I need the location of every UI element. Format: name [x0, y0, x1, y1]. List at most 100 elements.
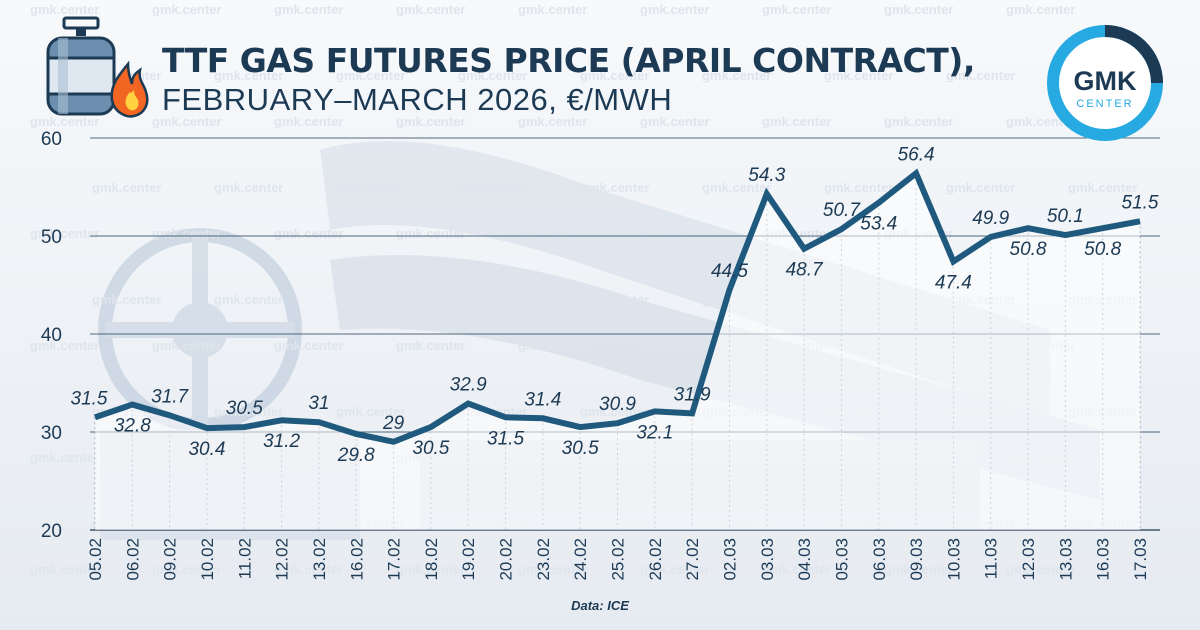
watermark-text: gmk.center	[640, 338, 710, 353]
data-label: 29.8	[337, 445, 375, 466]
watermark-text: gmk.center	[152, 226, 222, 241]
data-label: 48.7	[786, 260, 824, 281]
x-tick-label: 20.02	[497, 538, 516, 581]
x-tick-label: 03.03	[758, 538, 777, 581]
data-label: 30.5	[562, 438, 599, 459]
x-tick-label: 13.03	[1056, 538, 1075, 581]
watermark-text: gmk.center	[152, 562, 222, 577]
watermark-text: gmk.center	[274, 2, 344, 17]
x-tick-label: 06.03	[870, 538, 889, 581]
data-label: 30.5	[412, 438, 449, 459]
data-label: 31.5	[71, 388, 108, 409]
title-line2: FEBRUARY–MARCH 2026, €/MWH	[162, 82, 673, 117]
x-tick-label: 19.02	[459, 538, 478, 581]
data-label: 49.9	[972, 208, 1009, 229]
data-label: 51.5	[1122, 192, 1159, 213]
logo-text-sub: CENTER	[1076, 98, 1133, 110]
watermark-text: gmk.center	[336, 180, 406, 195]
data-label: 50.7	[823, 200, 861, 221]
data-label: 54.3	[748, 165, 785, 186]
watermark-text: gmk.center	[396, 2, 466, 17]
watermark-text: gmk.center	[30, 2, 100, 17]
series-area	[95, 173, 1140, 530]
watermark-text: gmk.center	[884, 562, 954, 577]
watermark-text: gmk.center	[518, 226, 588, 241]
y-tick-label: 60	[41, 129, 62, 150]
watermark-text: gmk.center	[1006, 114, 1076, 129]
watermark-text: gmk.center	[336, 404, 406, 419]
watermark-text: gmk.center	[824, 68, 894, 83]
watermark-text: gmk.center	[946, 180, 1016, 195]
x-tick-label: 02.03	[720, 538, 739, 581]
watermark-text: gmk.center	[884, 114, 954, 129]
watermark-text: gmk.center	[152, 2, 222, 17]
data-label: 31	[308, 393, 329, 414]
watermark-text: gmk.center	[214, 404, 284, 419]
watermark-text: gmk.center	[336, 292, 406, 307]
watermark-text: gmk.center	[518, 2, 588, 17]
x-tick-label: 06.02	[123, 538, 142, 581]
x-tick-label: 05.03	[832, 538, 851, 581]
data-label: 30.5	[226, 398, 263, 419]
watermark-text: gmk.center	[396, 338, 466, 353]
watermark-text: gmk.center	[152, 114, 222, 129]
watermark-text: gmk.center	[518, 562, 588, 577]
watermark-text: gmk.center	[274, 226, 344, 241]
data-label: 30.4	[188, 439, 225, 460]
watermark-text: gmk.center	[946, 68, 1016, 83]
watermark-text: gmk.center	[1006, 562, 1076, 577]
x-tick-label: 11.02	[235, 538, 254, 579]
x-tick-label: 09.03	[907, 538, 926, 581]
watermark-text: gmk.center	[640, 226, 710, 241]
x-tick-label: 05.02	[86, 538, 105, 581]
watermark-text: gmk.center	[762, 562, 832, 577]
gmk-center-logo: GMK CENTER	[1047, 25, 1163, 141]
watermark-text: gmk.center	[640, 562, 710, 577]
watermark-text: gmk.center	[214, 292, 284, 307]
chart-title: TTF GAS FUTURES PRICE (APRIL CONTRACT), …	[162, 42, 975, 120]
data-label: 31.4	[524, 389, 561, 410]
data-label: 56.4	[898, 144, 935, 165]
y-tick-label: 20	[41, 521, 62, 542]
watermark-text: gmk.center	[640, 2, 710, 17]
watermark-text: gmk.center	[1068, 180, 1138, 195]
watermark-text: gmk.center	[702, 180, 772, 195]
watermark-text: gmk.center	[458, 68, 528, 83]
watermark-text: gmk.center	[762, 2, 832, 17]
x-tick-label: 09.02	[161, 538, 180, 581]
x-tick-label: 23.02	[534, 538, 553, 581]
data-label: 31.7	[151, 386, 189, 407]
flame-icon	[110, 60, 149, 118]
x-tick-label: 17.02	[385, 538, 404, 581]
x-tick-label: 26.02	[646, 538, 665, 581]
x-tick-label: 12.02	[273, 538, 292, 581]
x-tick-label: 16.02	[347, 538, 366, 581]
data-label: 44.5	[711, 261, 748, 282]
x-tick-label: 11.03	[982, 538, 1001, 579]
y-tick-label: 50	[41, 227, 62, 248]
data-label: 53.4	[860, 214, 897, 235]
data-label: 50.8	[1010, 239, 1047, 260]
watermark-text: gmk.center	[30, 338, 100, 353]
data-label: 47.4	[935, 272, 972, 293]
data-source: Data: ICE	[571, 598, 629, 613]
watermark-text: gmk.center	[580, 404, 650, 419]
series-line	[94, 168, 1141, 445]
watermark-text: gmk.center	[274, 338, 344, 353]
watermark-text: gmk.center	[30, 562, 100, 577]
watermark-text: gmk.center	[824, 180, 894, 195]
data-label: 32.1	[636, 422, 673, 443]
watermark-text: gmk.center	[640, 114, 710, 129]
title-line1: TTF GAS FUTURES PRICE (APRIL CONTRACT),	[162, 41, 975, 80]
watermark-text: gmk.center	[152, 338, 222, 353]
watermark-text: gmk.center	[30, 226, 100, 241]
watermark-text: gmk.center	[458, 180, 528, 195]
watermark-text: gmk.center	[702, 68, 772, 83]
x-tick-label: 04.03	[795, 538, 814, 581]
data-label: 50.8	[1084, 239, 1121, 260]
watermark-text: gmk.center	[884, 2, 954, 17]
watermark-text: gmk.center	[214, 180, 284, 195]
watermark-text: gmk.center	[396, 562, 466, 577]
y-tick-label: 40	[41, 325, 62, 346]
x-tick-label: 12.03	[1019, 538, 1038, 581]
